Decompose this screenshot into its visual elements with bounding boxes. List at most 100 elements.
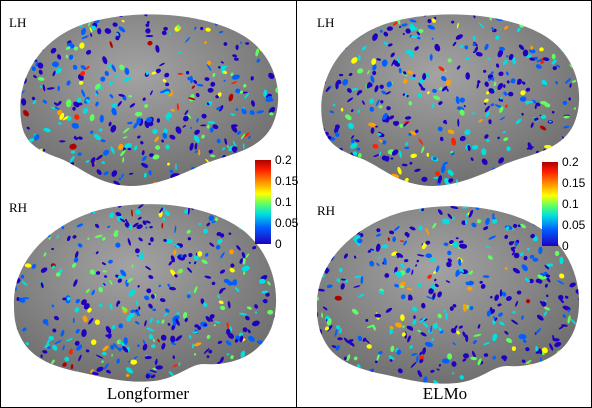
activation-spot xyxy=(59,140,66,143)
activation-spot xyxy=(244,132,250,138)
activation-spot xyxy=(202,204,207,211)
activation-spot xyxy=(484,81,489,87)
activation-spot xyxy=(107,225,111,229)
activation-spot xyxy=(414,46,419,51)
activation-spot xyxy=(74,340,80,346)
activation-spot xyxy=(492,217,496,220)
activation-spot xyxy=(484,134,489,139)
activation-spot xyxy=(224,138,228,145)
activation-spot xyxy=(231,81,238,85)
activation-spot xyxy=(15,147,21,153)
activation-spot xyxy=(451,137,457,146)
activation-spot xyxy=(503,91,508,96)
activation-spot xyxy=(505,295,512,302)
activation-spot xyxy=(20,98,27,106)
activation-spot xyxy=(110,124,117,133)
activation-spot xyxy=(237,17,242,25)
activation-spot xyxy=(519,96,527,102)
activation-spot xyxy=(431,102,435,109)
activation-spot xyxy=(9,27,13,35)
activation-spot xyxy=(535,191,540,195)
activation-spot xyxy=(576,65,580,71)
panel-longformer: LH RH 0.2 0.15 0.1 0.05 0 Longf xyxy=(9,6,298,403)
activation-spot xyxy=(319,270,323,276)
activation-spot xyxy=(208,190,212,195)
activation-spot xyxy=(378,256,381,259)
activation-spot xyxy=(451,361,457,367)
activation-spot xyxy=(131,196,136,199)
activation-spot xyxy=(394,283,400,288)
activation-spot xyxy=(23,40,28,46)
activation-spot xyxy=(429,258,436,262)
activation-spot xyxy=(137,189,145,193)
activation-spot xyxy=(361,45,367,51)
activation-spot xyxy=(24,182,31,186)
activation-spot xyxy=(169,32,172,35)
activation-spot xyxy=(532,257,539,262)
activation-spot xyxy=(249,36,256,41)
activation-spot xyxy=(402,122,409,127)
activation-spot xyxy=(492,213,495,218)
activation-spot xyxy=(96,271,101,275)
activation-spot xyxy=(158,190,164,195)
activation-spot xyxy=(498,312,503,317)
activation-spot xyxy=(83,188,86,192)
activation-spot xyxy=(243,92,250,99)
activation-spot xyxy=(135,209,141,215)
activation-spot xyxy=(95,90,99,95)
activation-spot xyxy=(580,258,585,262)
activation-spot xyxy=(74,251,79,259)
activation-spot xyxy=(21,51,27,57)
activation-spot xyxy=(325,64,330,69)
activation-spot xyxy=(217,92,222,97)
activation-spot xyxy=(545,294,549,298)
activation-spot xyxy=(425,240,431,245)
activation-spot xyxy=(161,222,164,229)
activation-spot xyxy=(477,219,481,224)
activation-spot xyxy=(521,81,526,85)
activation-spot xyxy=(75,298,80,304)
activation-spot xyxy=(526,180,534,186)
activation-spot xyxy=(471,350,476,359)
activation-spot xyxy=(21,280,28,286)
activation-spot xyxy=(579,11,583,19)
activation-spot xyxy=(9,236,12,242)
activation-spot xyxy=(343,337,350,344)
activation-spot xyxy=(517,206,523,212)
activation-spot xyxy=(487,255,493,260)
activation-spot xyxy=(118,143,124,151)
activation-spot xyxy=(275,6,278,11)
activation-spot xyxy=(281,78,285,85)
activation-spot xyxy=(57,109,63,116)
activation-spot xyxy=(417,370,422,377)
activation-spot xyxy=(150,294,155,299)
activation-spot xyxy=(83,303,90,310)
activation-spot xyxy=(119,64,125,71)
activation-spot xyxy=(554,374,561,378)
activation-spot xyxy=(23,354,27,358)
activation-spot xyxy=(236,130,242,135)
activation-spot xyxy=(521,264,528,272)
activation-spot xyxy=(90,130,94,134)
activation-spot xyxy=(322,306,328,311)
activation-spot xyxy=(475,51,483,57)
activation-spot xyxy=(64,356,70,362)
activation-spot xyxy=(95,354,104,359)
activation-spot xyxy=(109,41,113,49)
activation-spot xyxy=(339,364,345,368)
activation-spot xyxy=(486,310,492,317)
activation-spot xyxy=(459,268,464,273)
activation-spot xyxy=(305,159,307,165)
activation-spot xyxy=(422,322,429,328)
activation-spot xyxy=(521,315,524,320)
activation-spot xyxy=(492,355,496,360)
activation-spot xyxy=(335,42,341,47)
activation-spot xyxy=(339,43,347,49)
activation-spot xyxy=(497,303,502,307)
activation-spot xyxy=(378,212,383,216)
activation-spot xyxy=(41,41,48,47)
activation-spot xyxy=(105,326,112,334)
activation-spot xyxy=(350,88,358,91)
activation-spot xyxy=(389,328,394,335)
activation-spot xyxy=(410,76,415,80)
